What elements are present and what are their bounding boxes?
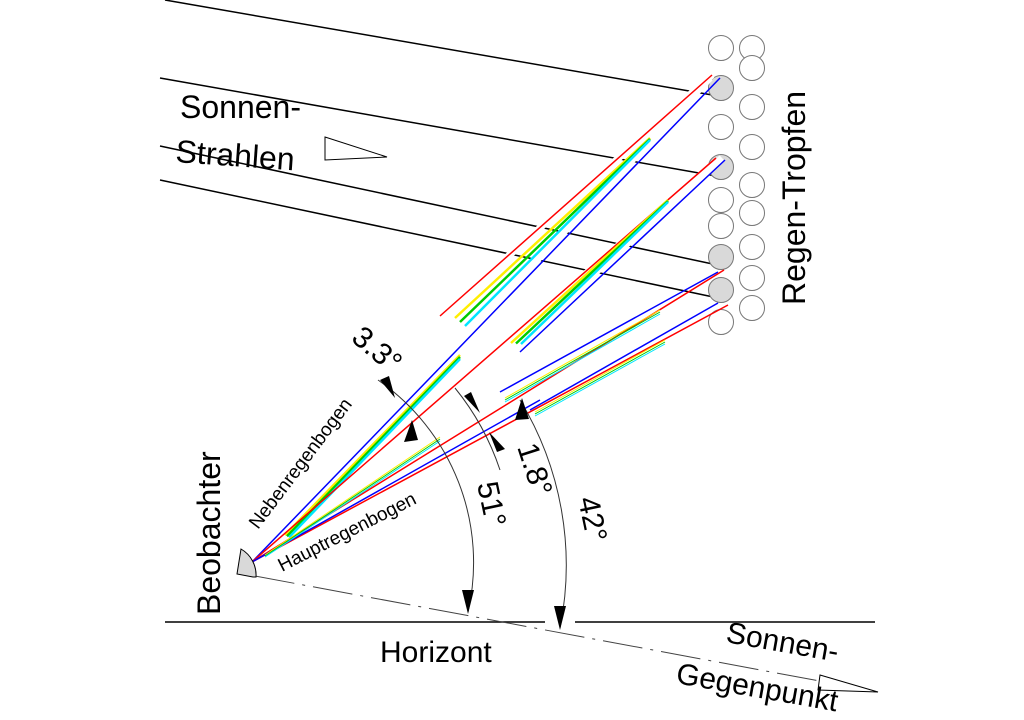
horizon-label: Horizont bbox=[380, 636, 492, 669]
raindrop-active bbox=[708, 277, 734, 303]
primary-beam-blue bbox=[251, 399, 541, 563]
observer-label: Beobachter bbox=[191, 451, 227, 615]
secondary-beam-blue bbox=[519, 159, 726, 353]
secondary-beam-band bbox=[454, 137, 651, 319]
secondary-beam-blue bbox=[251, 77, 721, 563]
primary-beam-band bbox=[534, 341, 666, 415]
secondary-beam-band bbox=[459, 138, 651, 323]
angle-secondary-width-label: 3.3° bbox=[346, 320, 408, 380]
primary-bow-label: Hauptregenbogen bbox=[275, 489, 420, 577]
secondary-beam-band bbox=[464, 139, 651, 327]
primary-beam-band bbox=[504, 313, 661, 403]
sun-rays bbox=[159, 0, 723, 299]
secondary-beam-band bbox=[288, 358, 461, 539]
raindrops-label: Regen-Tropfen bbox=[776, 91, 812, 305]
secondary-beam-band bbox=[284, 354, 461, 536]
primary-beam-band bbox=[264, 440, 441, 558]
primary-beam-band bbox=[504, 311, 661, 401]
raindrop bbox=[708, 213, 734, 239]
antisolar-point-label: Gegenpunkt bbox=[674, 657, 841, 718]
angle-secondary-label: 51° bbox=[470, 479, 512, 530]
raindrop bbox=[739, 295, 765, 321]
observer-eye-icon bbox=[236, 548, 257, 578]
sun-rays-label: Strahlen bbox=[175, 133, 296, 177]
secondary-beam-band bbox=[520, 201, 669, 345]
angle-primary-label: 42° bbox=[571, 494, 613, 545]
raindrop bbox=[708, 114, 734, 140]
raindrop bbox=[739, 234, 765, 260]
primary-beam-band bbox=[534, 343, 666, 417]
raindrop bbox=[739, 55, 765, 81]
primary-beam-blue bbox=[499, 271, 719, 393]
primary-beam-band bbox=[534, 339, 666, 413]
raindrop bbox=[708, 187, 734, 213]
raindrop bbox=[739, 265, 765, 291]
raindrop bbox=[739, 94, 765, 120]
secondary-beam-red bbox=[439, 74, 713, 317]
antisolar-axis bbox=[254, 575, 869, 691]
sun-direction-arrow-icon bbox=[324, 136, 388, 161]
raindrop-active bbox=[708, 75, 734, 101]
raindrop-active bbox=[708, 244, 734, 270]
angle-primary-width-label: 1.8° bbox=[510, 439, 558, 500]
raindrop bbox=[739, 134, 765, 160]
primary-beam-band bbox=[504, 309, 661, 399]
angle-arrowheads bbox=[380, 376, 566, 630]
antisolar-arrow-icon bbox=[817, 674, 879, 693]
primary-beam-band bbox=[264, 438, 441, 557]
raindrop bbox=[739, 200, 765, 226]
raindrop bbox=[739, 172, 765, 198]
light-beams bbox=[247, 72, 729, 565]
beam-gap bbox=[247, 75, 713, 565]
angle-arcs bbox=[377, 379, 567, 629]
primary-beam-band bbox=[264, 436, 441, 556]
primary-beam-blue bbox=[529, 302, 719, 411]
raindrop bbox=[708, 35, 734, 61]
sun-rays-label: Sonnen- bbox=[180, 89, 301, 125]
antisolar-point-label: Sonnen- bbox=[724, 616, 841, 668]
